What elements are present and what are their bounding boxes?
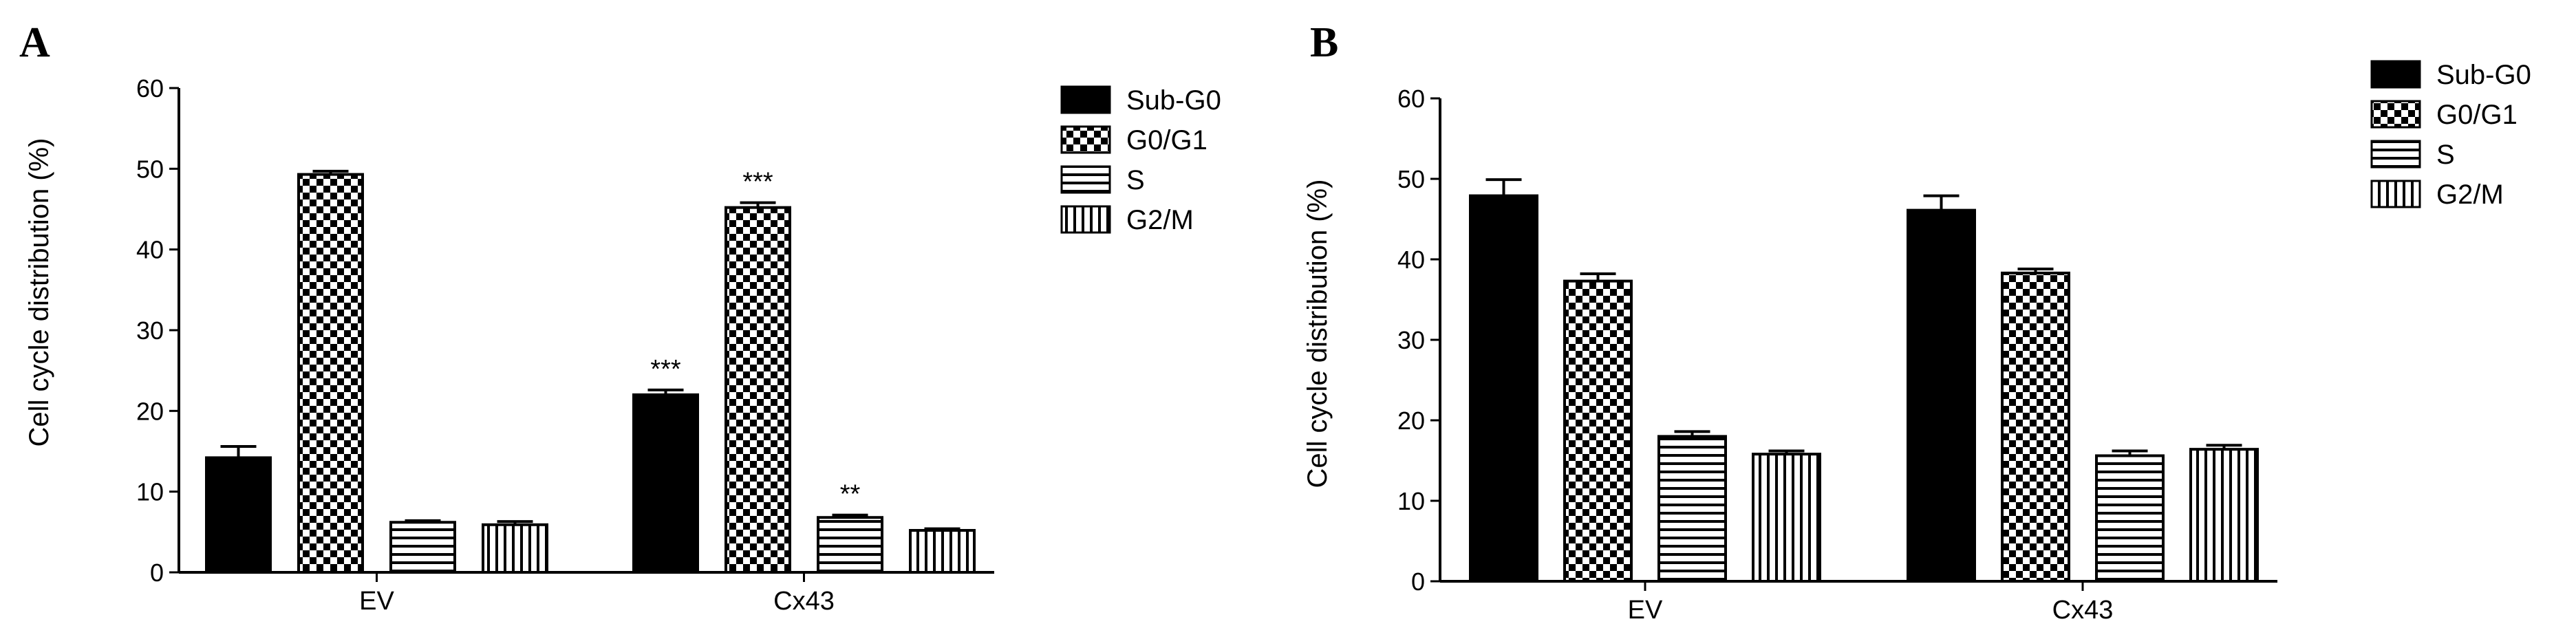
legend-swatch [1060,205,1111,234]
y-tick-label: 10 [1397,487,1425,515]
panel-b-legend: Sub-G0 G0/G1 S G2/M [2370,60,2531,210]
panel-b: B Cell cycle distribution (%) 0 10 20 30 40 5… [1302,19,2531,625]
bar-s [817,516,883,574]
y-tick-label: 20 [1397,407,1425,435]
bar-sub-g0 [205,456,272,574]
legend-swatch [2370,140,2421,169]
legend-label: Sub-G0 [2436,60,2531,90]
panel-a: A Cell cycle distribution (%) 0 10 20 30 40 5… [19,19,1221,616]
legend-swatch [2370,60,2421,89]
panel-a-legend: Sub-G0 G0/G1 S G2/M [1060,85,1221,235]
significance-label: ** [840,480,861,509]
y-tick-label: 30 [1397,326,1425,354]
legend-label: S [1126,165,1145,195]
bar-sub-g0 [1907,208,1976,583]
legend-swatch [2370,180,2421,208]
bar-sub-g0 [632,393,699,574]
panel-a-y-axis-label: Cell cycle distribution (%) [24,138,54,446]
legend-swatch [1060,165,1111,194]
panel-b-y-axis-label: Cell cycle distribution (%) [1302,179,1333,488]
x-tick-label: EV [359,587,394,616]
bar-g0-g1 [724,206,791,574]
panel-a-letter: A [19,19,50,66]
bar-g2-m [2189,448,2259,583]
y-tick-label: 0 [1411,568,1425,596]
x-tick-label: Cx43 [773,587,835,616]
y-tick-label: 50 [1397,165,1425,193]
legend-swatch [1060,85,1111,114]
bar-g0-g1 [297,173,364,574]
bar-g2-m [909,528,976,574]
panel-b-letter: B [1310,19,1338,66]
bar-g2-m [482,523,548,574]
panel-b-plot: 0 10 20 30 40 50 60 EV Cx43 [1397,85,2277,625]
legend-label: G2/M [2436,180,2504,210]
y-tick-label: 30 [136,316,164,345]
bar-sub-g0 [1469,194,1538,583]
bar-g2-m [1752,453,1821,583]
bar-g0-g1 [2001,271,2070,583]
y-tick-label: 40 [1397,246,1425,274]
y-tick-label: 0 [150,559,164,587]
legend-label: G0/G1 [2436,100,2518,130]
bar-s [1657,435,1727,583]
significance-label: *** [650,355,681,384]
legend-swatch [1060,125,1111,154]
bar-g0-g1 [1563,279,1633,583]
y-tick-label: 40 [136,236,164,264]
significance-label: *** [742,168,773,197]
y-tick-label: 20 [136,397,164,425]
y-tick-label: 10 [136,478,164,506]
legend-swatch [2370,100,2421,129]
legend-label: Sub-G0 [1126,85,1221,116]
legend-label: G2/M [1126,205,1194,235]
y-tick-label: 60 [1397,85,1425,113]
legend-label: G0/G1 [1126,125,1208,155]
legend-label: S [2436,140,2455,170]
x-tick-label: Cx43 [2052,596,2114,625]
y-tick-label: 60 [136,74,164,102]
bar-s [2095,454,2165,583]
y-tick-label: 50 [136,155,164,183]
bar-s [389,521,456,574]
x-tick-label: EV [1628,596,1663,625]
